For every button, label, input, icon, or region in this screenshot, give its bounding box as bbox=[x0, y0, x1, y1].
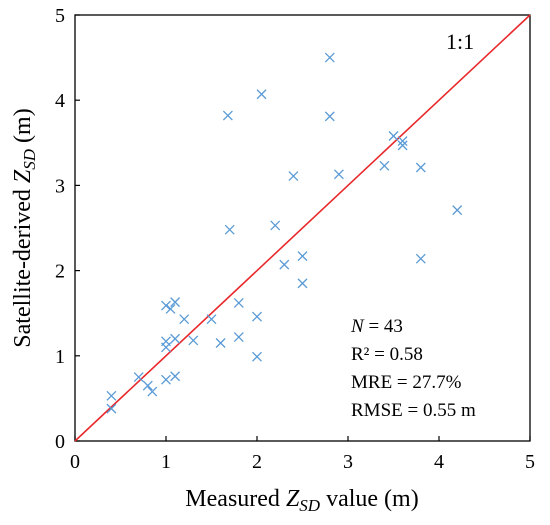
data-point bbox=[106, 390, 117, 401]
data-point bbox=[161, 300, 171, 311]
data-point bbox=[233, 332, 244, 343]
stats-box: N = 43 R² = 0.58 MRE = 27.7% RMSE = 0.55… bbox=[350, 316, 476, 421]
data-point bbox=[324, 52, 335, 63]
x-tick-label: 2 bbox=[252, 451, 262, 473]
data-point bbox=[252, 311, 262, 322]
y-tick-label: 1 bbox=[55, 346, 65, 368]
y-tick-label: 2 bbox=[55, 261, 65, 283]
y-axis-title: Satellite-derived ZSD (m) bbox=[10, 108, 39, 347]
x-axis-ticks: 0 1 2 3 4 5 bbox=[70, 436, 535, 473]
data-point bbox=[233, 298, 244, 308]
data-point bbox=[179, 314, 190, 325]
data-point bbox=[170, 333, 181, 344]
data-point bbox=[297, 278, 308, 289]
data-point bbox=[206, 314, 217, 325]
y-tick-label: 4 bbox=[55, 90, 65, 112]
data-point bbox=[288, 171, 299, 181]
data-point bbox=[397, 140, 408, 151]
data-point bbox=[142, 380, 153, 391]
stat-mre: MRE = 27.7% bbox=[351, 372, 462, 393]
data-point bbox=[379, 160, 390, 171]
data-point bbox=[161, 336, 171, 347]
y-tick-label: 5 bbox=[55, 5, 65, 27]
stat-rmse: RMSE = 0.55 m bbox=[351, 400, 476, 421]
data-point bbox=[279, 259, 290, 270]
data-point bbox=[161, 374, 171, 385]
data-point bbox=[415, 253, 426, 264]
data-point bbox=[415, 162, 426, 173]
data-point bbox=[165, 303, 176, 314]
data-point bbox=[388, 131, 399, 141]
x-tick-label: 5 bbox=[525, 451, 535, 473]
plot-frame bbox=[74, 14, 531, 442]
y-tick-label: 0 bbox=[55, 431, 65, 453]
data-point bbox=[256, 89, 267, 100]
data-point bbox=[224, 224, 235, 235]
y-tick-label: 3 bbox=[55, 175, 65, 197]
x-tick-label: 0 bbox=[70, 451, 80, 473]
y-axis-ticks: 0 1 2 3 4 5 bbox=[55, 5, 80, 453]
data-point bbox=[222, 110, 233, 121]
data-point bbox=[324, 111, 335, 122]
data-point bbox=[333, 169, 344, 180]
data-point bbox=[215, 338, 226, 348]
data-point bbox=[170, 297, 181, 308]
data-point bbox=[270, 220, 281, 231]
data-point bbox=[147, 386, 158, 397]
x-axis-title: Measured ZSD value (m) bbox=[185, 486, 418, 515]
x-tick-label: 1 bbox=[161, 451, 171, 473]
data-point bbox=[188, 335, 199, 346]
data-point bbox=[397, 136, 408, 147]
reference-line-label: 1:1 bbox=[446, 29, 474, 54]
data-point bbox=[297, 251, 308, 262]
x-tick-label: 3 bbox=[343, 451, 353, 473]
data-points bbox=[106, 52, 463, 414]
reference-line-1to1 bbox=[74, 14, 531, 442]
data-point bbox=[252, 351, 262, 362]
stat-n: N = 43 bbox=[350, 316, 403, 337]
data-point bbox=[133, 372, 144, 383]
data-point bbox=[452, 205, 463, 216]
stat-r2: R² = 0.58 bbox=[351, 344, 423, 365]
data-point bbox=[106, 403, 117, 414]
x-tick-label: 4 bbox=[434, 451, 444, 473]
data-point bbox=[170, 371, 181, 382]
